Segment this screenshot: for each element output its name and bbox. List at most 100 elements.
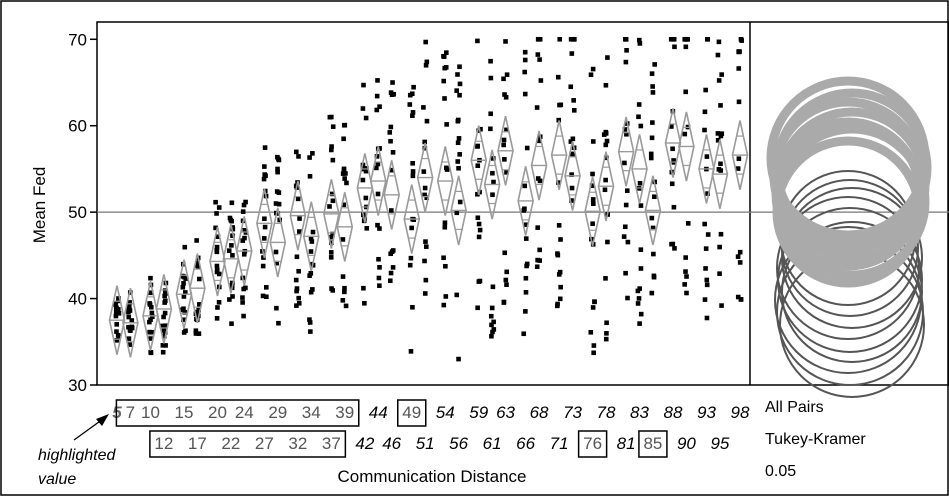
comparison-circle-dark-3: [776, 196, 920, 340]
point-22-5: [226, 248, 232, 253]
point-22-12: [230, 294, 235, 299]
point-59-6: [475, 305, 480, 311]
point-63-11: [503, 39, 508, 44]
point-29-15: [273, 201, 279, 206]
x-row2-label-85: 85: [643, 434, 662, 453]
point-78-12: [603, 131, 609, 136]
point-34-0: [308, 289, 314, 295]
point-32-10: [297, 216, 302, 221]
point-22-13: [227, 215, 233, 221]
mean-diamond-85: [644, 175, 662, 246]
point-85-10: [652, 62, 657, 67]
point-68-1: [535, 52, 541, 57]
point-27-0: [261, 176, 267, 182]
point-12-13: [159, 323, 165, 329]
point-81-0: [622, 160, 627, 166]
point-76-11: [592, 299, 597, 304]
point-83-10: [638, 203, 644, 208]
point-95-9: [716, 39, 722, 45]
x-row1-label-7: 7: [126, 403, 135, 422]
point-42-6: [362, 215, 368, 221]
point-68-15: [535, 225, 540, 230]
point-12-0: [161, 333, 167, 339]
point-20-7: [216, 205, 222, 210]
point-37-14: [328, 255, 334, 260]
point-93-3: [704, 315, 710, 321]
point-46-3: [390, 150, 396, 155]
point-34-4: [308, 249, 314, 254]
point-42-8: [360, 177, 366, 183]
point-7-8: [126, 314, 132, 320]
mean-diamond-10: [142, 281, 159, 351]
point-93-5: [702, 127, 707, 133]
point-20-2: [214, 263, 220, 269]
point-63-3: [501, 142, 506, 148]
point-49-15: [410, 160, 415, 166]
point-59-12: [475, 215, 481, 221]
point-37-1: [330, 198, 336, 204]
x-row1-label-93: 93: [697, 403, 716, 422]
point-37-15: [330, 288, 336, 293]
point-95-10: [718, 103, 723, 108]
point-20-1: [215, 305, 220, 310]
point-66-9: [521, 208, 527, 213]
point-12-4: [160, 343, 166, 348]
point-44-12: [377, 265, 382, 270]
point-51-5: [421, 169, 427, 174]
point-7-0: [127, 342, 132, 347]
point-20-12: [213, 199, 218, 205]
x-row2-label-61: 61: [483, 434, 502, 453]
point-73-13: [569, 185, 575, 191]
point-76-5: [591, 343, 597, 348]
boxed-group-row2-1: [577, 430, 608, 458]
x-tick-labels: 5 7 10 15 20 24 29 34 39 44 49 54 59 63 68 73 78 83 88 93 98…: [112, 399, 750, 458]
point-56-11: [457, 199, 463, 205]
point-95-1: [719, 303, 724, 308]
mean-diamond-83: [631, 134, 648, 204]
point-54-8: [441, 78, 447, 84]
x-row2-label-32: 32: [288, 434, 307, 453]
point-37-2: [330, 157, 336, 163]
point-51-9: [424, 59, 430, 65]
y-axis-label: Mean Fed: [30, 167, 49, 244]
point-54-3: [443, 294, 449, 299]
mean-diamond-54: [436, 146, 454, 216]
point-56-12: [457, 152, 462, 157]
point-39-14: [340, 237, 346, 242]
point-95-8: [715, 137, 721, 143]
mean-diamond-7: [122, 288, 139, 358]
mean-diamond-20: [209, 226, 226, 297]
point-51-12: [423, 239, 428, 244]
x-row2-label-12: 12: [154, 434, 173, 453]
point-17-5: [194, 238, 199, 243]
point-85-9: [649, 71, 655, 76]
point-78-3: [603, 142, 609, 148]
point-39-1: [343, 303, 349, 309]
point-98-11: [737, 260, 743, 265]
point-44-15: [375, 161, 381, 167]
point-98-13: [738, 297, 744, 302]
point-24-6: [241, 313, 246, 319]
point-76-15: [590, 139, 596, 144]
point-95-3: [715, 131, 721, 136]
mean-diamond-61: [483, 149, 501, 220]
point-68-8: [537, 57, 542, 62]
mean-diamond-32: [289, 180, 307, 251]
point-61-0: [490, 170, 495, 176]
point-51-0: [422, 258, 427, 264]
point-66-15: [523, 236, 529, 241]
point-81-6: [623, 202, 629, 208]
point-76-2: [591, 350, 596, 356]
comparison-alpha: 0.05: [765, 463, 796, 480]
point-71-3: [556, 117, 562, 123]
point-27-10: [261, 255, 266, 260]
point-59-3: [476, 279, 482, 284]
point-63-2: [504, 72, 510, 78]
point-63-13: [504, 282, 509, 287]
point-98-0: [736, 156, 742, 161]
point-34-14: [308, 236, 314, 241]
point-81-11: [623, 270, 628, 276]
point-66-7: [522, 183, 528, 189]
point-51-8: [423, 277, 429, 283]
point-12-15: [162, 293, 167, 299]
